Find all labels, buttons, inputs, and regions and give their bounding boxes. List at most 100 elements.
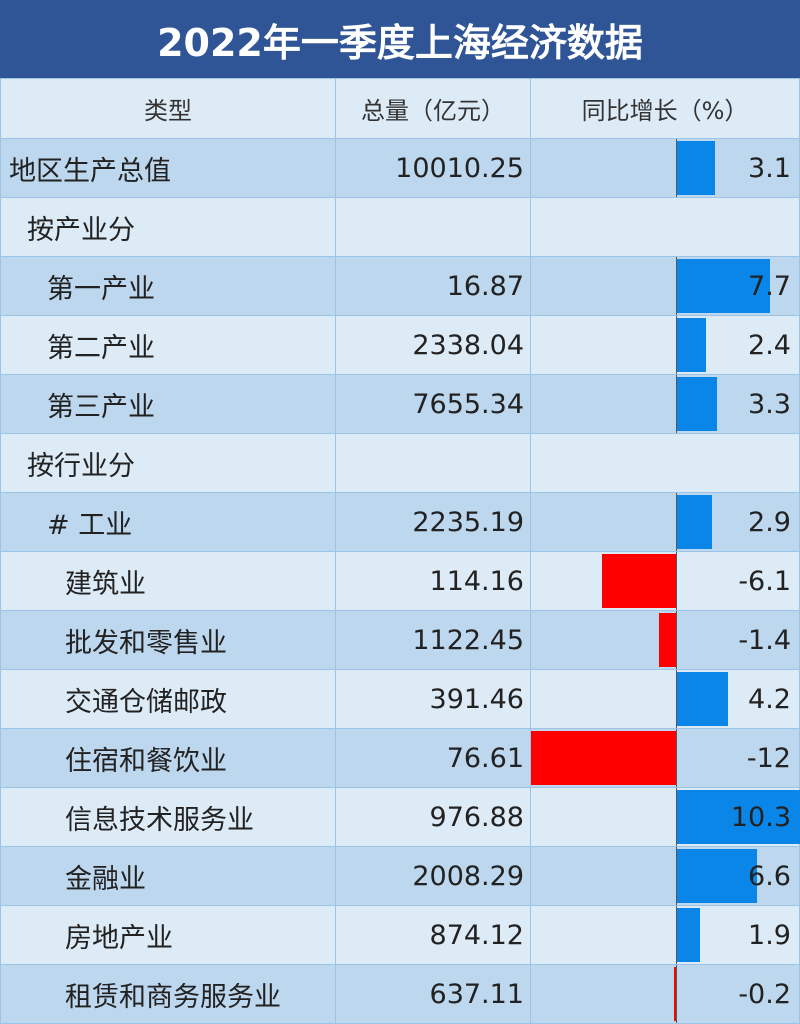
growth-value: 3.3 — [748, 388, 791, 420]
table-row: 信息技术服务业 976.88 10.3 — [0, 787, 800, 847]
growth-bar — [677, 259, 771, 313]
table-row: 房地产业 874.12 1.9 — [0, 905, 800, 965]
row-growth-cell: -0.2 — [530, 964, 800, 1024]
row-total: 10010.25 — [335, 138, 531, 198]
bar-axis — [676, 906, 677, 964]
bar-axis — [676, 611, 677, 669]
bar-axis — [676, 139, 677, 197]
growth-value: 6.6 — [748, 860, 791, 892]
bar-axis — [676, 847, 677, 905]
row-label: 金融业 — [0, 846, 336, 906]
growth-bar — [602, 554, 676, 608]
growth-bar — [673, 967, 676, 1021]
row-total: 76.61 — [335, 728, 531, 788]
growth-value: 2.4 — [748, 329, 791, 361]
table-row: 金融业 2008.29 6.6 — [0, 846, 800, 906]
column-header-total: 总量（亿元） — [335, 78, 531, 139]
row-label: 租赁和商务服务业 — [0, 964, 336, 1024]
row-total: 2235.19 — [335, 492, 531, 552]
row-label: 按产业分 — [0, 197, 336, 257]
growth-bar — [530, 731, 676, 785]
growth-bar — [677, 318, 707, 372]
row-growth-cell: 2.4 — [530, 315, 800, 375]
row-total: 1122.45 — [335, 610, 531, 670]
bar-axis — [676, 316, 677, 374]
bar-axis — [676, 552, 677, 610]
row-label: 建筑业 — [0, 551, 336, 611]
row-growth-cell — [530, 197, 800, 257]
row-total: 7655.34 — [335, 374, 531, 434]
table-title: 2022年一季度上海经济数据 — [0, 0, 800, 78]
table-row: 批发和零售业 1122.45 -1.4 — [0, 610, 800, 670]
growth-value: -0.2 — [738, 978, 791, 1010]
growth-bar — [677, 672, 728, 726]
row-total: 16.87 — [335, 256, 531, 316]
row-label: 房地产业 — [0, 905, 336, 965]
row-growth-cell: 4.2 — [530, 669, 800, 729]
column-header-type: 类型 — [0, 78, 336, 139]
row-total — [335, 433, 531, 493]
table-row: 租赁和商务服务业 637.11 -0.2 — [0, 964, 800, 1024]
bar-axis — [676, 257, 677, 315]
row-growth-cell: -12 — [530, 728, 800, 788]
table-row: 第二产业 2338.04 2.4 — [0, 315, 800, 375]
row-total: 114.16 — [335, 551, 531, 611]
bar-axis — [676, 965, 677, 1023]
table-row: 住宿和餐饮业 76.61 -12 — [0, 728, 800, 788]
growth-bar — [677, 141, 715, 195]
growth-bar — [677, 377, 717, 431]
header-row: 类型 总量（亿元） 同比增长（%） — [0, 78, 800, 139]
table-row: 建筑业 114.16 -6.1 — [0, 551, 800, 611]
table-row: 第三产业 7655.34 3.3 — [0, 374, 800, 434]
bar-axis — [676, 670, 677, 728]
economic-data-table: 类型 总量（亿元） 同比增长（%） 地区生产总值 10010.25 3.1 按产业分第… — [0, 78, 800, 1024]
row-total: 637.11 — [335, 964, 531, 1024]
table-row: 地区生产总值 10010.25 3.1 — [0, 138, 800, 198]
table-row: 第一产业 16.87 7.7 — [0, 256, 800, 316]
row-growth-cell: 10.3 — [530, 787, 800, 847]
table-row: 按行业分 — [0, 433, 800, 493]
growth-value: 1.9 — [748, 919, 791, 951]
row-label: # 工业 — [0, 492, 336, 552]
row-label: 第三产业 — [0, 374, 336, 434]
table-row: # 工业 2235.19 2.9 — [0, 492, 800, 552]
bar-axis — [676, 375, 677, 433]
row-total: 2338.04 — [335, 315, 531, 375]
row-label: 第二产业 — [0, 315, 336, 375]
growth-bar — [677, 495, 713, 549]
table-row: 交通仓储邮政 391.46 4.2 — [0, 669, 800, 729]
row-growth-cell: -1.4 — [530, 610, 800, 670]
bar-axis — [676, 788, 677, 846]
row-growth-cell — [530, 433, 800, 493]
growth-bar — [659, 613, 676, 667]
row-growth-cell: -6.1 — [530, 551, 800, 611]
row-label: 批发和零售业 — [0, 610, 336, 670]
row-growth-cell: 2.9 — [530, 492, 800, 552]
growth-value: 3.1 — [748, 152, 791, 184]
row-label: 住宿和餐饮业 — [0, 728, 336, 788]
growth-value: 7.7 — [748, 270, 791, 302]
row-label: 地区生产总值 — [0, 138, 336, 198]
row-label: 交通仓储邮政 — [0, 669, 336, 729]
growth-value: 4.2 — [748, 683, 791, 715]
row-growth-cell: 7.7 — [530, 256, 800, 316]
row-growth-cell: 6.6 — [530, 846, 800, 906]
growth-value: -12 — [746, 742, 791, 774]
growth-value: 2.9 — [748, 506, 791, 538]
growth-bar — [677, 849, 757, 903]
growth-bar — [677, 908, 700, 962]
row-growth-cell: 1.9 — [530, 905, 800, 965]
row-total — [335, 197, 531, 257]
row-growth-cell: 3.1 — [530, 138, 800, 198]
row-total: 976.88 — [335, 787, 531, 847]
growth-bar — [677, 790, 800, 844]
row-growth-cell: 3.3 — [530, 374, 800, 434]
growth-value: -1.4 — [738, 624, 791, 656]
growth-value: 10.3 — [730, 801, 791, 833]
growth-value: -6.1 — [738, 565, 791, 597]
row-total: 874.12 — [335, 905, 531, 965]
row-total: 2008.29 — [335, 846, 531, 906]
row-label: 信息技术服务业 — [0, 787, 336, 847]
row-total: 391.46 — [335, 669, 531, 729]
bar-axis — [676, 729, 677, 787]
